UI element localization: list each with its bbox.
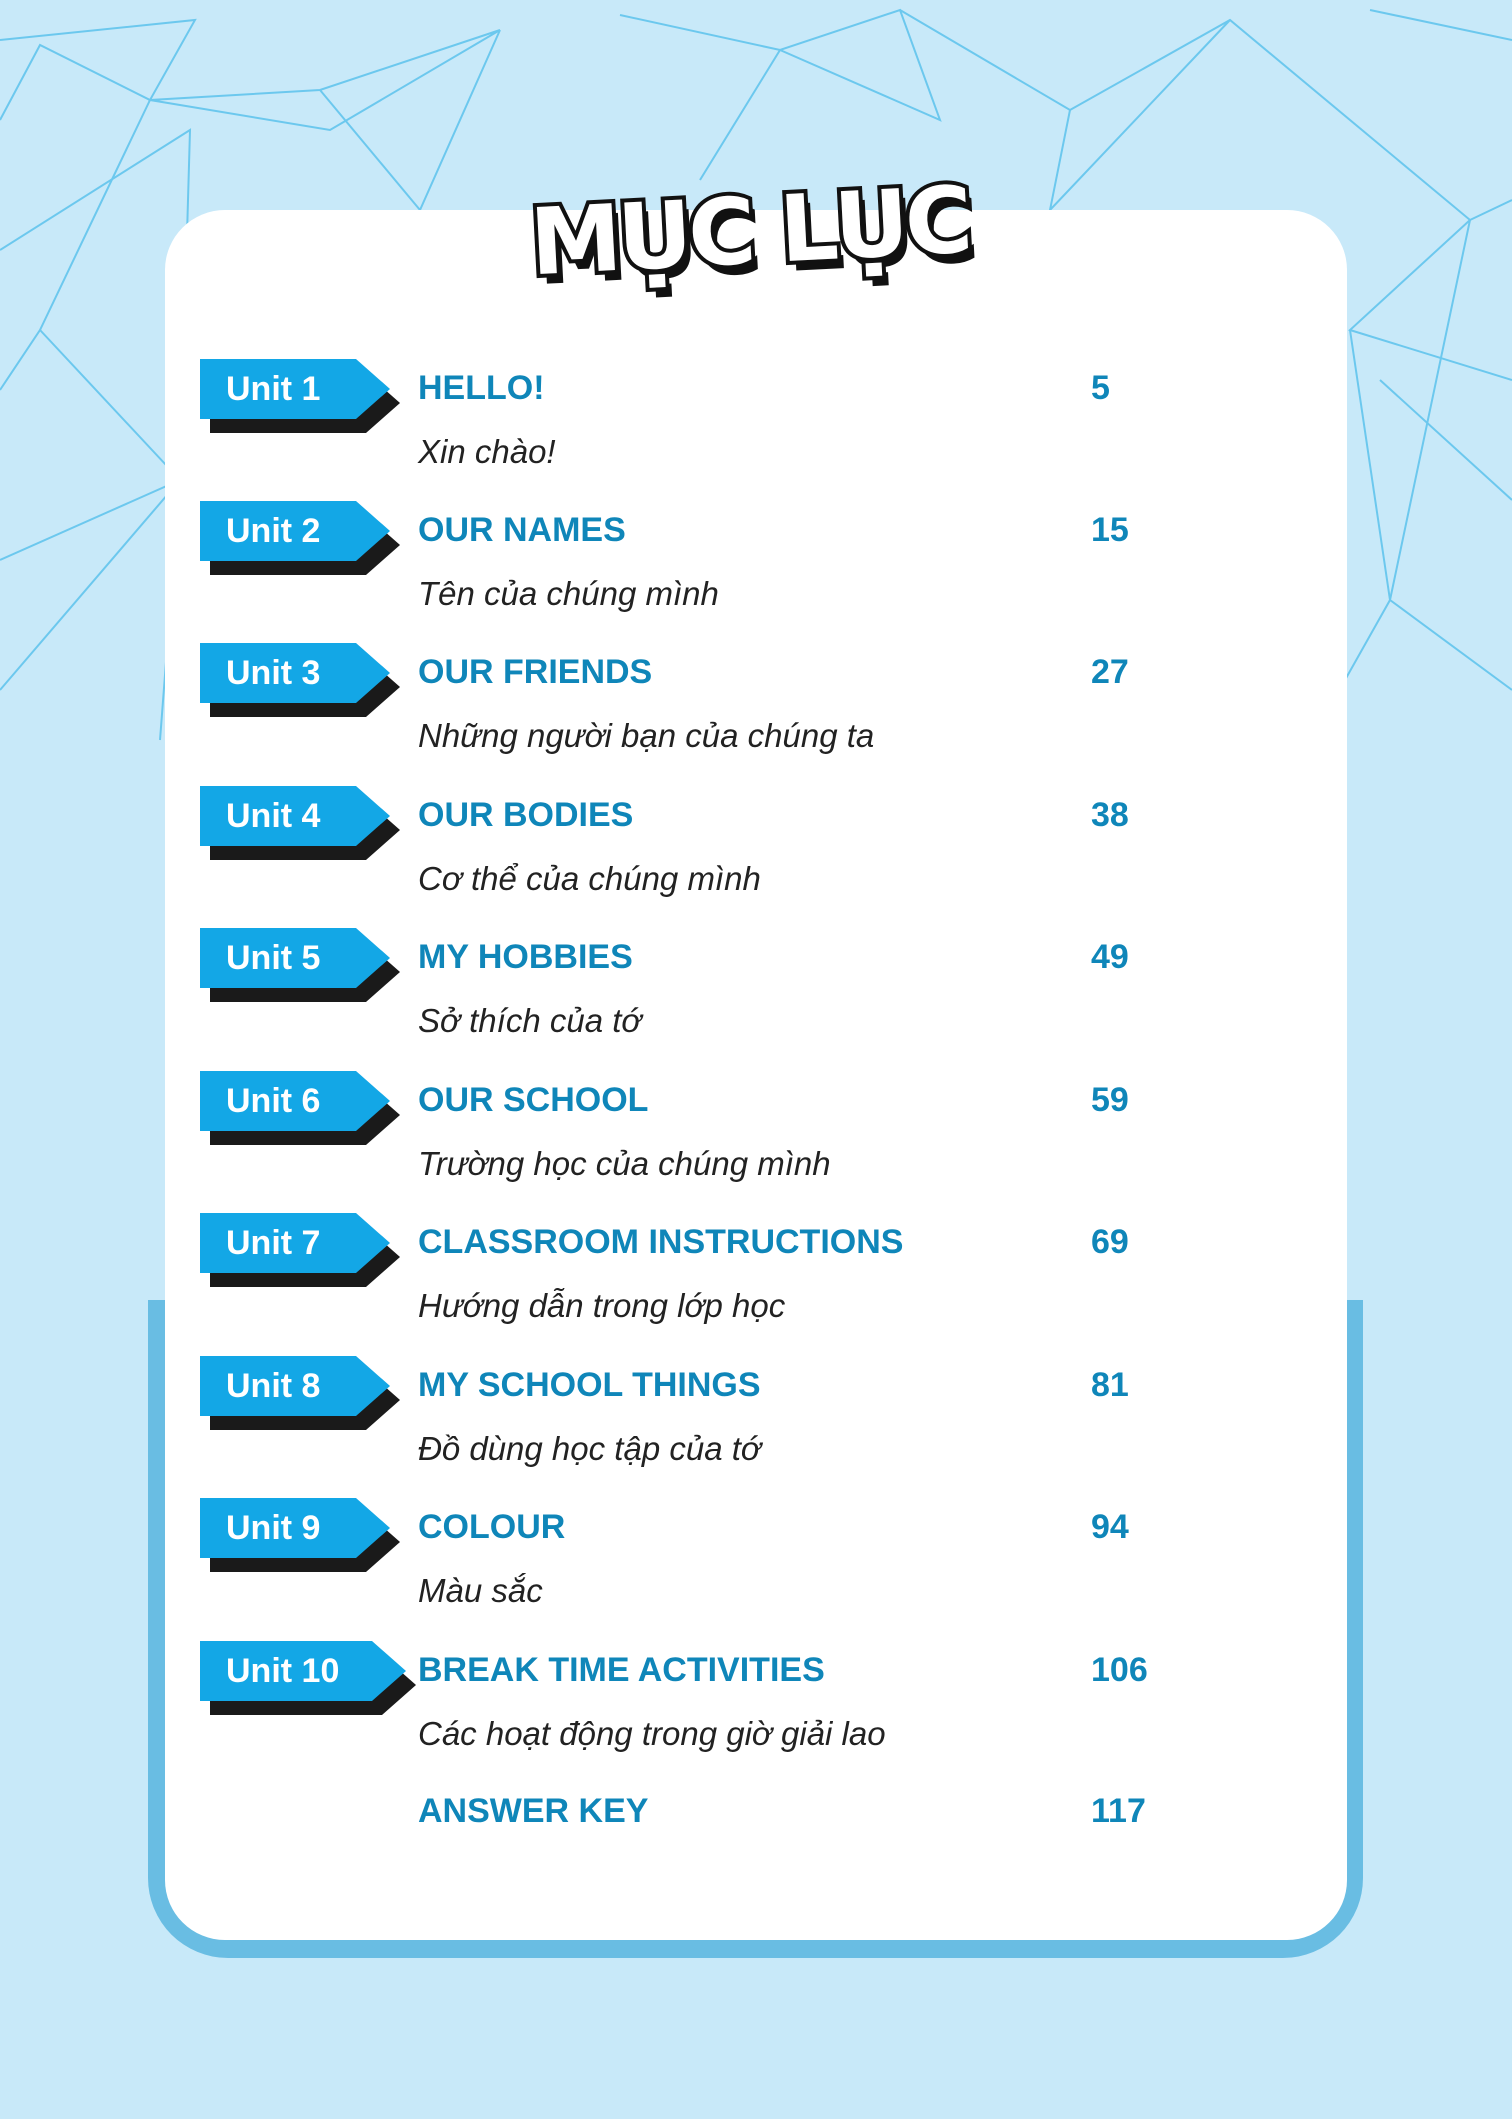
unit-subtitle: Xin chào!	[418, 433, 556, 470]
page-number: 117	[1091, 1792, 1146, 1830]
page-number: 5	[1091, 369, 1110, 407]
unit-badge: Unit 3	[200, 643, 390, 703]
unit-subtitle: Cơ thể của chúng mình	[418, 860, 761, 897]
unit-subtitle: Các hoạt động trong giờ giải lao	[418, 1715, 886, 1752]
unit-label: Unit 10	[200, 1641, 406, 1701]
unit-title[interactable]: BREAK TIME ACTIVITIES	[418, 1651, 825, 1689]
unit-label: Unit 1	[200, 359, 390, 419]
unit-title[interactable]: MY HOBBIES	[418, 938, 633, 976]
unit-badge: Unit 4	[200, 786, 390, 846]
unit-title[interactable]: HELLO!	[418, 369, 545, 407]
unit-label: Unit 5	[200, 928, 390, 988]
unit-badge: Unit 1	[200, 359, 390, 419]
unit-title[interactable]: CLASSROOM INSTRUCTIONS	[418, 1223, 904, 1261]
unit-subtitle: Màu sắc	[418, 1572, 543, 1609]
unit-label: Unit 9	[200, 1498, 390, 1558]
unit-label: Unit 2	[200, 501, 390, 561]
page-number: 59	[1091, 1081, 1129, 1119]
unit-title[interactable]: OUR BODIES	[418, 796, 634, 834]
unit-label: Unit 7	[200, 1213, 390, 1273]
unit-subtitle: Tên của chúng mình	[418, 575, 719, 612]
answer-key-title[interactable]: ANSWER KEY	[418, 1792, 649, 1830]
page-title: MỤC LỤC	[524, 163, 976, 301]
unit-label: Unit 4	[200, 786, 390, 846]
unit-subtitle: Những người bạn của chúng ta	[418, 717, 875, 754]
unit-subtitle: Hướng dẫn trong lớp học	[418, 1287, 786, 1324]
unit-title[interactable]: MY SCHOOL THINGS	[418, 1366, 761, 1404]
unit-badge: Unit 6	[200, 1071, 390, 1131]
unit-label: Unit 3	[200, 643, 390, 703]
unit-badge: Unit 5	[200, 928, 390, 988]
unit-title[interactable]: OUR NAMES	[418, 511, 626, 549]
unit-title[interactable]: OUR SCHOOL	[418, 1081, 649, 1119]
page-number: 69	[1091, 1223, 1129, 1261]
unit-badge: Unit 8	[200, 1356, 390, 1416]
unit-label: Unit 6	[200, 1071, 390, 1131]
unit-title[interactable]: COLOUR	[418, 1508, 566, 1546]
unit-subtitle: Đồ dùng học tập của tớ	[418, 1430, 761, 1467]
unit-title[interactable]: OUR FRIENDS	[418, 653, 653, 691]
page-number: 81	[1091, 1366, 1129, 1404]
unit-badge: Unit 10	[200, 1641, 406, 1701]
unit-badge: Unit 7	[200, 1213, 390, 1273]
page-number: 106	[1091, 1651, 1148, 1689]
page-number: 38	[1091, 796, 1129, 834]
page-number: 94	[1091, 1508, 1129, 1546]
unit-label: Unit 8	[200, 1356, 390, 1416]
unit-badge: Unit 9	[200, 1498, 390, 1558]
page-number: 15	[1091, 511, 1129, 549]
page-number: 27	[1091, 653, 1129, 691]
unit-subtitle: Trường học của chúng mình	[418, 1145, 831, 1182]
unit-subtitle: Sở thích của tớ	[418, 1002, 642, 1039]
page-number: 49	[1091, 938, 1129, 976]
unit-badge: Unit 2	[200, 501, 390, 561]
